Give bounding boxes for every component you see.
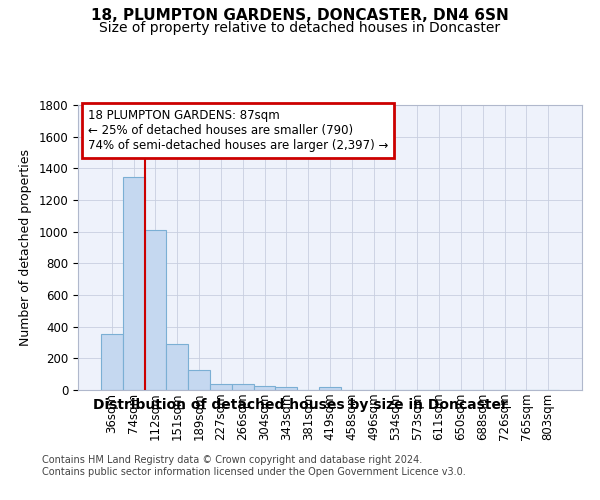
Y-axis label: Number of detached properties: Number of detached properties	[19, 149, 32, 346]
Bar	[101, 334, 123, 390]
Bar	[210, 384, 232, 390]
Bar	[145, 230, 166, 390]
Bar	[275, 387, 297, 390]
Text: Size of property relative to detached houses in Doncaster: Size of property relative to detached ho…	[100, 21, 500, 35]
Bar	[123, 177, 145, 390]
Text: 18 PLUMPTON GARDENS: 87sqm
← 25% of detached houses are smaller (790)
74% of sem: 18 PLUMPTON GARDENS: 87sqm ← 25% of deta…	[88, 110, 388, 152]
Text: Contains HM Land Registry data © Crown copyright and database right 2024.
Contai: Contains HM Land Registry data © Crown c…	[42, 455, 466, 476]
Bar	[166, 344, 188, 390]
Bar	[254, 386, 275, 390]
Bar	[188, 370, 210, 390]
Bar	[232, 384, 254, 390]
Text: Distribution of detached houses by size in Doncaster: Distribution of detached houses by size …	[92, 398, 508, 411]
Text: 18, PLUMPTON GARDENS, DONCASTER, DN4 6SN: 18, PLUMPTON GARDENS, DONCASTER, DN4 6SN	[91, 8, 509, 22]
Bar	[319, 387, 341, 390]
